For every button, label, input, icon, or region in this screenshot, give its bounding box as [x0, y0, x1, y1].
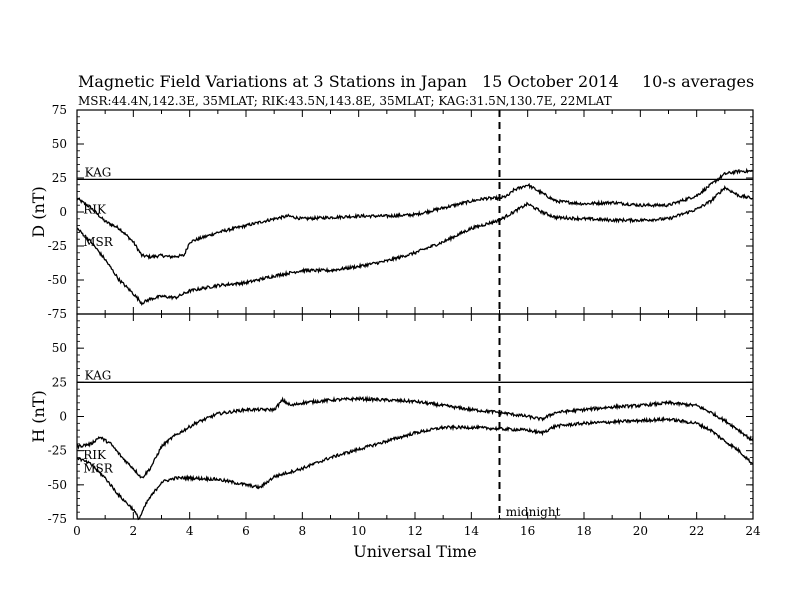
chart-date: 15 October 2014 [482, 72, 619, 91]
x-tick-label: 24 [745, 524, 761, 538]
y-tick-label: 25 [52, 171, 67, 185]
y-tick-label: -75 [48, 512, 67, 526]
x-tick-label: 22 [689, 524, 704, 538]
panel-frame-bottom [76, 313, 754, 520]
series-line-rik-top [76, 167, 754, 260]
x-tick-label: 10 [351, 524, 366, 538]
x-tick-label: 18 [576, 524, 591, 538]
y-tick-label: -50 [48, 273, 67, 287]
x-tick-label: 2 [130, 524, 138, 538]
annotation-midnight-bottom: midnight [506, 505, 561, 519]
station-list: MSR:44.4N,142.3E, 35MLAT; RIK:43.5N,143.… [78, 94, 612, 108]
x-tick-label: 14 [464, 524, 480, 538]
chart-averaging: 10-s averages [642, 72, 755, 91]
annotation-kag-top: KAG [85, 166, 112, 180]
annotation-kag-bottom: KAG [85, 369, 112, 383]
y-tick-label: 0 [59, 205, 67, 219]
annotation-rik-bottom: RIK [83, 448, 107, 462]
y-tick-label: 25 [52, 375, 67, 389]
y-tick-label: -75 [48, 307, 67, 321]
annotation-msr-bottom: MSR [83, 461, 114, 475]
y-tick-label: 50 [52, 341, 67, 355]
y-tick-label: -50 [48, 478, 67, 492]
panel-frame-top [76, 109, 754, 315]
annotation-rik-top: RIK [83, 202, 107, 216]
x-axis-label: Universal Time [353, 542, 476, 561]
y-axis-label-top: D (nT) [29, 186, 48, 237]
y-tick-label: -25 [48, 444, 67, 458]
series-line-msr-top [76, 185, 754, 306]
x-tick-label: 16 [520, 524, 535, 538]
x-tick-label: 6 [242, 524, 250, 538]
chart-title: Magnetic Field Variations at 3 Stations … [78, 72, 467, 91]
y-tick-label: 75 [52, 103, 67, 117]
x-tick-label: 8 [299, 524, 307, 538]
series-line-rik-bottom [76, 395, 754, 479]
y-tick-label: -25 [48, 239, 67, 253]
x-tick-label: 12 [407, 524, 422, 538]
y-axis-label-bottom: H (nT) [29, 390, 48, 443]
x-tick-label: 20 [633, 524, 648, 538]
x-tick-label: 4 [186, 524, 194, 538]
y-tick-label: 0 [59, 410, 67, 424]
y-tick-label: 50 [52, 137, 67, 151]
series-line-msr-bottom [76, 416, 754, 521]
x-tick-label: 0 [73, 524, 81, 538]
annotation-msr-top: MSR [83, 235, 114, 249]
